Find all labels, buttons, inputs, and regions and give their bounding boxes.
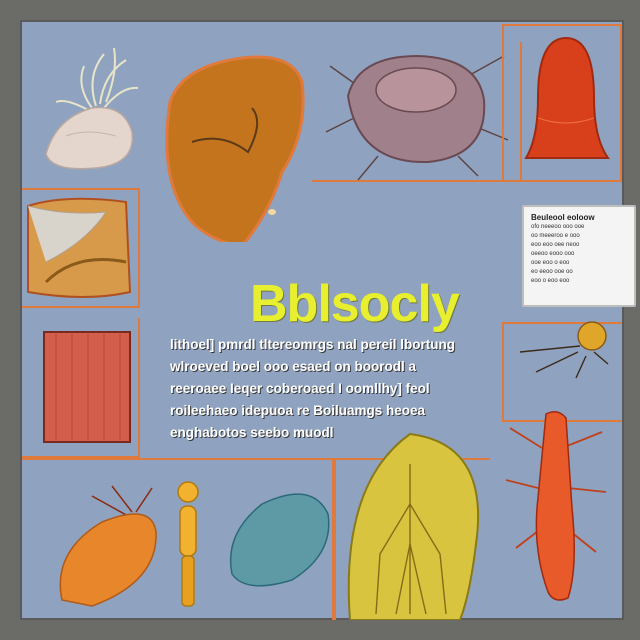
info-card-line: ofo neeeoo ooo ooe xyxy=(531,224,585,230)
info-card: Beuleool eoloow ofo neeeoo ooo ooe oo me… xyxy=(522,205,636,307)
orange-insect-specimen xyxy=(505,411,607,601)
poster-title: Bblsocly xyxy=(250,275,460,333)
tick-specimen xyxy=(325,54,509,181)
liver-specimen xyxy=(165,55,305,242)
seed-pod-specimen xyxy=(59,485,157,607)
body-line: reeroaee Ieqer coberoaed I oomllhy] feol xyxy=(170,381,430,396)
body-line: lithoel] pmrdl tltereomrgs nal pereil lb… xyxy=(170,337,456,352)
info-card-line: eo eeoo ooe oo xyxy=(531,269,573,275)
anemone-specimen xyxy=(45,47,139,170)
body-line: enghabotos seebo muodl xyxy=(170,425,334,440)
poster-body-text: lithoel] pmrdl tltereomrgs nal pereil lb… xyxy=(170,334,522,444)
tick-panel xyxy=(312,42,522,182)
blue-stone-specimen xyxy=(229,493,330,587)
mite-specimen xyxy=(519,321,609,379)
muscle-block-specimen xyxy=(43,331,131,443)
body-line: roileehaeo idepuoa re Boiluamgs heoea xyxy=(170,403,426,418)
muscle-panel xyxy=(22,318,140,458)
yellow-figure-specimen xyxy=(177,481,199,607)
info-card-line: eoo eoo oee neoo xyxy=(531,242,580,248)
yellow-branched-specimen xyxy=(347,432,480,620)
info-card-line: ooe eoo o eoo xyxy=(531,260,570,266)
tissue-section-specimen xyxy=(27,197,132,298)
info-card-line: eoo o eoo eoo xyxy=(531,278,570,284)
info-card-line: oeeoo eooo ooo xyxy=(531,251,575,257)
info-card-line: oo meeeroo e ooo xyxy=(531,233,580,239)
bottom-left-panel xyxy=(22,458,334,620)
body-line: wlroeved boel ooo esaed on boorodl a xyxy=(170,359,417,374)
red-bell-specimen xyxy=(524,36,610,159)
red-bell-panel xyxy=(502,24,622,182)
info-card-title: Beuleool eoloow xyxy=(531,213,595,222)
poster-board: Bblsocly lithoel] pmrdl tltereomrgs nal … xyxy=(20,20,636,620)
tissue-panel xyxy=(22,188,140,308)
